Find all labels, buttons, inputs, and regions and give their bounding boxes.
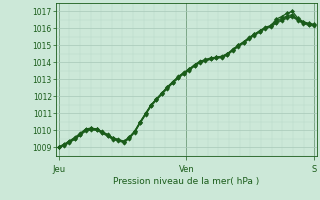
X-axis label: Pression niveau de la mer( hPa ): Pression niveau de la mer( hPa ): [113, 177, 260, 186]
